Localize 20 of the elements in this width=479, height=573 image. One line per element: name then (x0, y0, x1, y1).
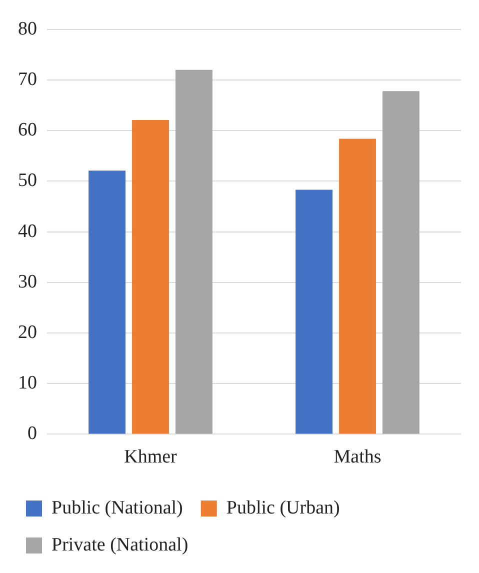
bar (175, 70, 212, 434)
y-tick-label: 80 (18, 18, 37, 40)
y-tick-label: 60 (18, 120, 37, 141)
x-tick-label: Khmer (124, 446, 178, 468)
y-tick-label: 10 (18, 372, 37, 394)
y-tick-label: 50 (18, 170, 37, 192)
y-tick-label: 30 (18, 271, 37, 292)
bar (296, 190, 333, 434)
bar (339, 138, 376, 434)
bar (88, 170, 126, 434)
bar (382, 91, 420, 434)
x-tick-label: Maths (334, 446, 382, 468)
y-tick-label: 70 (18, 68, 37, 90)
legend-label: Public (Urban) (226, 497, 340, 518)
y-tick-label: 20 (18, 322, 37, 343)
y-tick-label: 40 (18, 220, 37, 242)
legend-label: Public (National) (52, 497, 183, 518)
y-tick-label: 0 (28, 423, 37, 444)
legend-label: Private (National) (52, 534, 188, 556)
bar (132, 120, 169, 434)
